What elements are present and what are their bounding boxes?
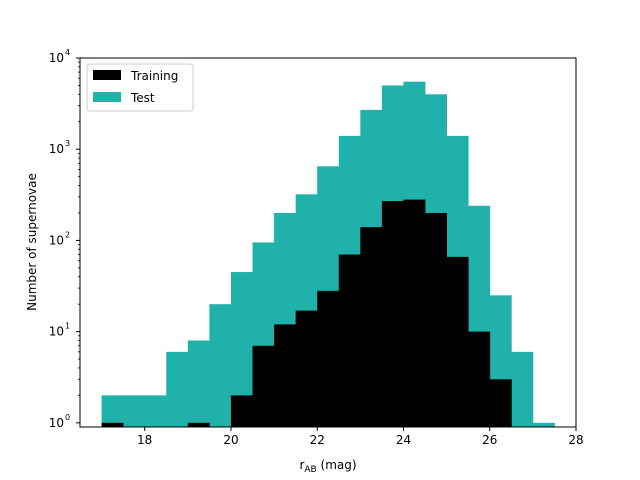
- training-bar: [446, 256, 469, 427]
- y-tick-label: 10: [49, 416, 64, 430]
- y-tick-exponent: 2: [65, 230, 70, 239]
- training-bar: [489, 379, 512, 427]
- y-tick-label: 10: [49, 142, 64, 156]
- x-tick-label: 18: [137, 433, 152, 447]
- training-bar: [381, 201, 404, 427]
- legend-label-training: Training: [130, 69, 178, 83]
- x-axis-label: rAB (mag): [299, 458, 356, 475]
- training-bar: [230, 395, 253, 427]
- y-tick-exponent: 3: [65, 139, 70, 148]
- test-bar: [101, 395, 124, 427]
- test-bar: [166, 351, 189, 427]
- legend-swatch-test: [93, 92, 121, 102]
- legend: Training Test: [86, 63, 194, 112]
- training-bar: [425, 212, 448, 427]
- training-bar: [360, 227, 383, 427]
- test-bar: [230, 272, 253, 427]
- x-ticks: 18 20 22 24 26 28: [137, 427, 584, 447]
- x-tick-label: 20: [223, 433, 238, 447]
- y-axis-label: Number of supernovae: [25, 173, 39, 311]
- training-bar: [338, 254, 361, 427]
- y-tick-label: 10: [49, 233, 64, 247]
- test-bar: [144, 395, 167, 427]
- test-bar: [209, 304, 232, 427]
- training-bars: [101, 199, 512, 427]
- x-tick-label: 22: [310, 433, 325, 447]
- training-bar: [468, 331, 491, 427]
- legend-label-test: Test: [130, 91, 155, 105]
- y-tick-label: 10: [49, 51, 64, 65]
- test-bar: [511, 351, 534, 427]
- y-tick-exponent: 1: [65, 322, 70, 331]
- test-bar: [532, 422, 555, 427]
- plot-frame: [79, 57, 577, 428]
- training-bar: [252, 345, 275, 427]
- test-bar: [123, 395, 146, 427]
- x-tick-label: 26: [482, 433, 497, 447]
- training-bar: [101, 422, 124, 427]
- y-tick-exponent: 4: [65, 48, 70, 57]
- y-tick-label: 10: [49, 325, 64, 339]
- x-tick-label: 28: [568, 433, 583, 447]
- x-tick-label: 24: [396, 433, 411, 447]
- training-bar: [403, 199, 426, 427]
- test-bar: [187, 340, 210, 427]
- training-bar: [317, 290, 340, 427]
- y-tick-exponent: 0: [65, 413, 70, 422]
- training-bar: [274, 324, 297, 427]
- legend-swatch-training: [93, 70, 121, 80]
- training-bar: [187, 422, 210, 427]
- training-bar: [295, 310, 318, 427]
